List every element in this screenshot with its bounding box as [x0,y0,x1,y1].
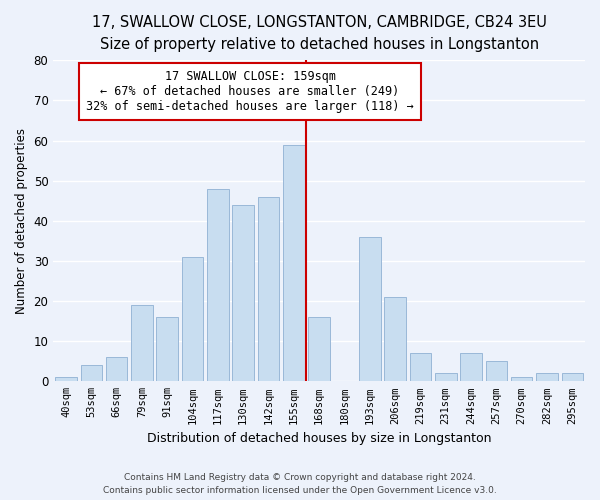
Text: Contains HM Land Registry data © Crown copyright and database right 2024.
Contai: Contains HM Land Registry data © Crown c… [103,474,497,495]
X-axis label: Distribution of detached houses by size in Longstanton: Distribution of detached houses by size … [147,432,491,445]
Bar [258,196,279,382]
Bar [359,237,380,382]
Title: 17, SWALLOW CLOSE, LONGSTANTON, CAMBRIDGE, CB24 3EU
Size of property relative to: 17, SWALLOW CLOSE, LONGSTANTON, CAMBRIDG… [92,15,547,52]
Text: 17 SWALLOW CLOSE: 159sqm
← 67% of detached houses are smaller (249)
32% of semi-: 17 SWALLOW CLOSE: 159sqm ← 67% of detach… [86,70,414,113]
Bar [511,378,532,382]
Bar [80,366,102,382]
Bar [435,374,457,382]
Bar [182,257,203,382]
Bar [232,205,254,382]
Bar [410,353,431,382]
Bar [485,361,507,382]
Y-axis label: Number of detached properties: Number of detached properties [15,128,28,314]
Bar [308,317,330,382]
Bar [283,144,305,382]
Bar [536,374,558,382]
Bar [55,378,77,382]
Bar [106,357,127,382]
Bar [207,188,229,382]
Bar [385,297,406,382]
Bar [131,305,152,382]
Bar [460,353,482,382]
Bar [562,374,583,382]
Bar [157,317,178,382]
